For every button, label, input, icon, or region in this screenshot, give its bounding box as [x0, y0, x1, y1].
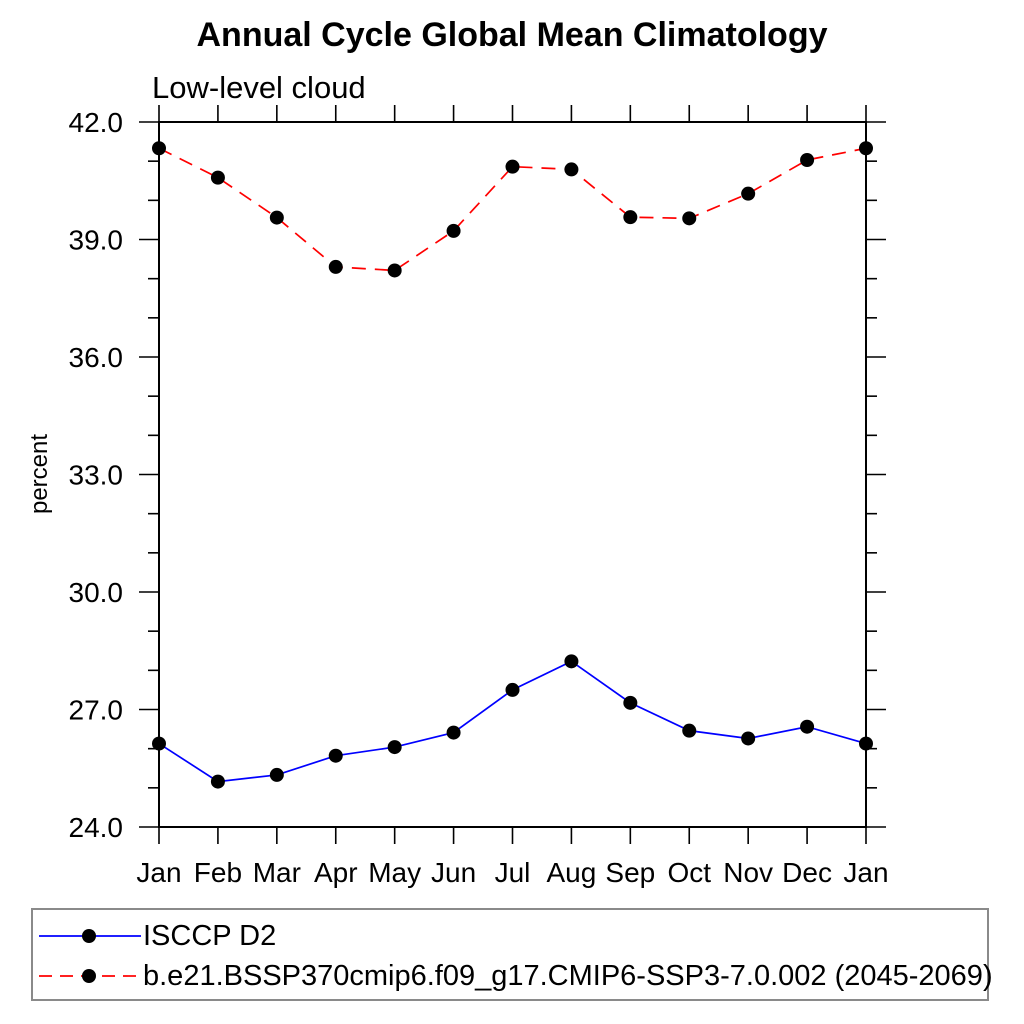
data-point-s0 [741, 731, 756, 746]
data-point-s0 [387, 740, 402, 755]
y-tick-label: 42.0 [69, 107, 124, 138]
data-point-s0 [328, 748, 343, 763]
x-tick-label: Oct [667, 857, 711, 888]
data-point-s0 [210, 774, 225, 789]
data-point-s1 [387, 263, 402, 278]
data-point-s1 [210, 170, 225, 185]
data-point-s0 [859, 736, 873, 751]
data-point-s1 [859, 141, 873, 156]
legend-item-isccp-d2: ISCCP D2 [33, 916, 987, 956]
y-tick-label: 33.0 [69, 460, 124, 491]
data-point-s0 [623, 695, 638, 710]
data-point-s1 [152, 141, 166, 156]
x-tick-label: Jun [431, 857, 476, 888]
y-tick-label: 30.0 [69, 577, 124, 608]
legend-line-sample-solid [39, 929, 141, 943]
data-point-s0 [800, 719, 815, 734]
x-tick-label: May [368, 857, 421, 888]
legend-line-sample-dashed [39, 969, 141, 983]
data-point-s1 [741, 186, 756, 201]
y-tick-label: 27.0 [69, 695, 124, 726]
data-point-s0 [269, 767, 284, 782]
legend-sample-marker [82, 969, 96, 983]
legend-sample-marker [82, 929, 96, 943]
x-tick-label: Nov [723, 857, 773, 888]
legend-label-model-run: b.e21.BSSP370cmip6.f09_g17.CMIP6-SSP3-7.… [143, 960, 993, 992]
x-tick-label: Jan [843, 857, 888, 888]
data-point-s1 [505, 159, 520, 174]
data-point-s0 [505, 682, 520, 697]
data-point-s0 [682, 723, 697, 738]
data-point-s1 [446, 223, 461, 238]
data-point-s0 [564, 654, 579, 669]
x-tick-label: Feb [194, 857, 242, 888]
data-point-s1 [623, 210, 638, 225]
data-point-s1 [328, 259, 343, 274]
data-point-s1 [800, 152, 815, 167]
legend: ISCCP D2 b.e21.BSSP370cmip6.f09_g17.CMIP… [31, 908, 993, 1001]
data-point-s0 [446, 725, 461, 740]
series-line-0 [158, 660, 867, 783]
data-point-s1 [564, 162, 579, 177]
x-tick-label: Apr [314, 857, 358, 888]
legend-item-model-run: b.e21.BSSP370cmip6.f09_g17.CMIP6-SSP3-7.… [33, 956, 993, 996]
chart-title: Annual Cycle Global Mean Climatology [196, 16, 828, 54]
x-tick-label: Jul [495, 857, 531, 888]
x-tick-label: Jan [136, 857, 181, 888]
chart-subtitle: Low-level cloud [152, 70, 366, 105]
y-tick-label: 39.0 [69, 225, 124, 256]
data-point-s1 [682, 211, 697, 226]
plot-frame [158, 121, 867, 828]
y-tick-label: 36.0 [69, 342, 124, 373]
x-tick-label: Dec [782, 857, 832, 888]
x-tick-label: Aug [547, 857, 597, 888]
x-tick-label: Sep [605, 857, 655, 888]
x-tick-label: Mar [253, 857, 301, 888]
legend-label-isccp-d2: ISCCP D2 [143, 920, 277, 952]
data-point-s1 [269, 210, 284, 225]
y-tick-label: 24.0 [69, 812, 124, 843]
data-point-s0 [152, 736, 166, 751]
